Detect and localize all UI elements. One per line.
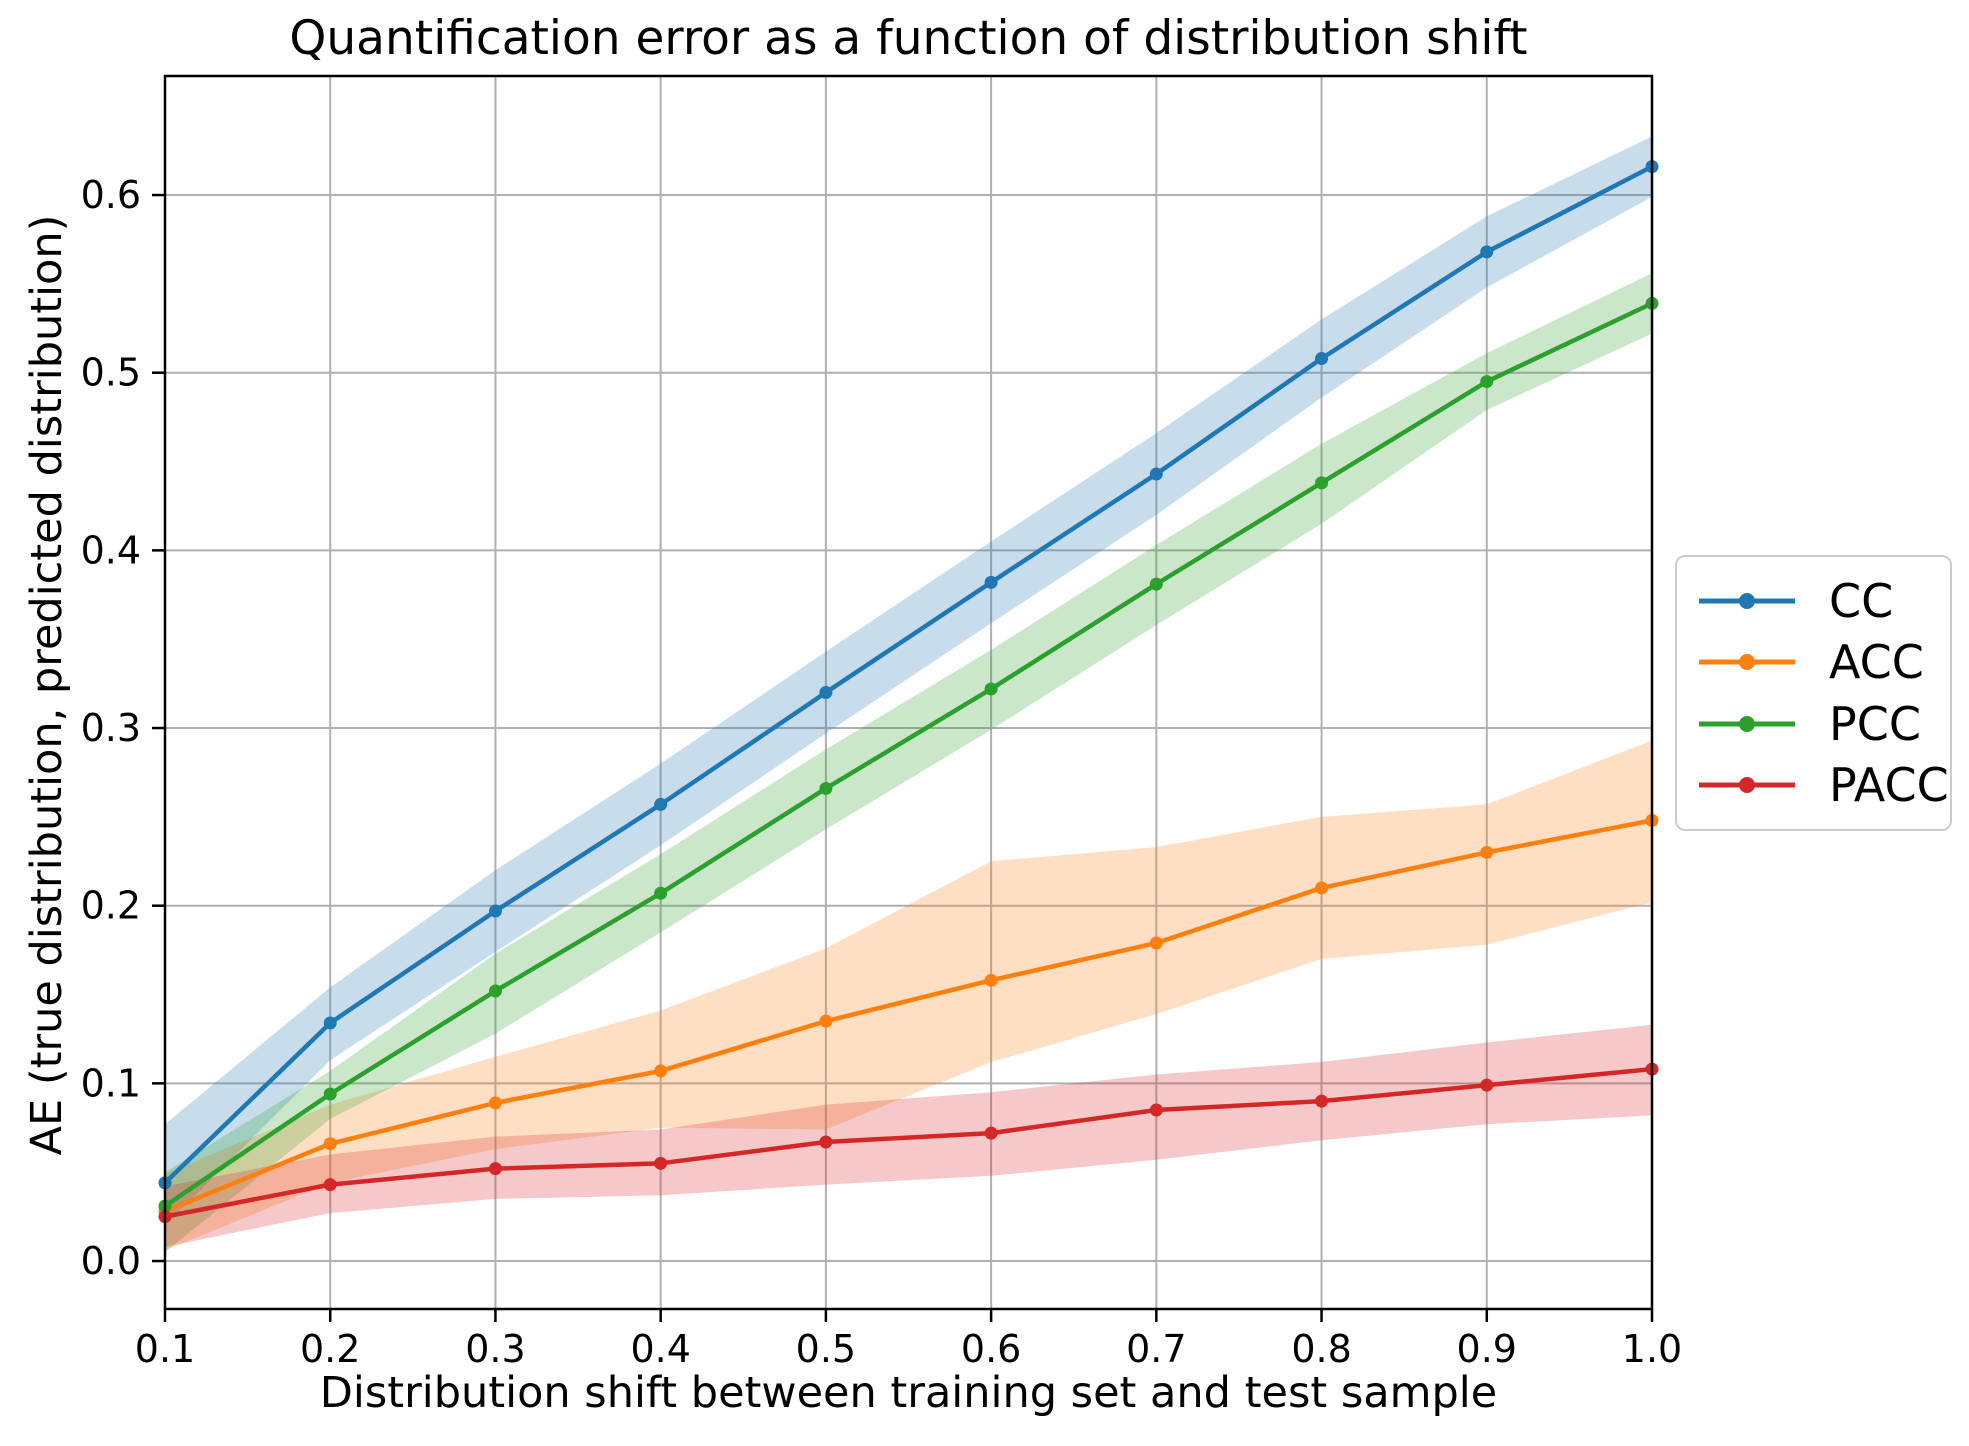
series-line-ACC: [162, 818, 1655, 1214]
plot-border: [163, 74, 1654, 1311]
x-tick-label: 0.6: [961, 1327, 1021, 1371]
chart-title: Quantification error as a function of di…: [289, 11, 1528, 66]
marker-PCC: [654, 886, 668, 900]
legend-line-sample-ACC: [1699, 654, 1795, 671]
y-tick-label: 0.6: [81, 173, 141, 217]
legend-box: CC ACC PCC PACC: [1675, 555, 1952, 831]
y-tick-label: 0.5: [81, 351, 141, 395]
legend-line-sample-PCC: [1699, 715, 1795, 732]
marker-PACC: [1480, 1078, 1494, 1092]
marker-CC: [488, 904, 502, 918]
marker-CC: [654, 797, 668, 811]
legend-entry-ACC: ACC: [1691, 639, 1950, 685]
legend-entry-PCC: PCC: [1691, 701, 1950, 747]
y-tick-label: 0.1: [81, 1061, 141, 1105]
y-tick-label: 0.3: [81, 706, 141, 750]
marker-PCC: [1480, 375, 1494, 389]
marker-PCC: [488, 984, 502, 998]
y-axis-label: AE (true distribution, predicted distrib…: [22, 214, 72, 1156]
confidence-band-PCC: [165, 273, 1652, 1253]
x-tick-label: 0.7: [1126, 1327, 1186, 1371]
marker-CC: [984, 575, 998, 589]
marker-ACC: [984, 973, 998, 987]
marker-PACC: [984, 1126, 998, 1140]
marker-CC: [323, 1016, 337, 1030]
legend-line-sample-CC: [1699, 593, 1795, 610]
series-line-PACC: [162, 1066, 1655, 1219]
x-tick-label: 0.9: [1457, 1327, 1517, 1371]
marker-ACC: [1149, 936, 1163, 950]
series-line-PCC: [162, 301, 1655, 1209]
marker-PACC: [323, 1178, 337, 1192]
confidence-band-ACC: [165, 740, 1652, 1251]
marker-PCC: [323, 1087, 337, 1101]
x-axis-label: Distribution shift between training set …: [319, 1368, 1498, 1418]
marker-CC: [1149, 467, 1163, 481]
y-tick-label: 0.2: [81, 884, 141, 928]
legend-label-CC: CC: [1829, 574, 1894, 629]
x-tick-label: 0.3: [465, 1327, 525, 1371]
x-tick-label: 0.1: [135, 1327, 195, 1371]
legend-entry-PACC: PACC: [1691, 762, 1950, 808]
marker-ACC: [1480, 845, 1494, 859]
marker-PACC: [1149, 1103, 1163, 1117]
marker-CC: [1315, 351, 1329, 365]
marker-CC: [1480, 245, 1494, 259]
marker-PCC: [984, 682, 998, 696]
x-tick-label: 0.8: [1291, 1327, 1351, 1371]
marker-PCC: [1315, 476, 1329, 490]
y-tick-label: 0.4: [81, 528, 141, 572]
legend-entry-CC: CC: [1691, 578, 1950, 624]
marker-ACC: [323, 1137, 337, 1151]
x-tick-label: 0.2: [300, 1327, 360, 1371]
marker-PCC: [1149, 577, 1163, 591]
legend-line-sample-PACC: [1699, 776, 1795, 793]
y-tick-label: 0.0: [81, 1239, 141, 1283]
marker-ACC: [819, 1014, 833, 1028]
legend-label-PACC: PACC: [1829, 757, 1949, 812]
marker-PCC: [819, 781, 833, 795]
marker-ACC: [488, 1096, 502, 1110]
legend-label-ACC: ACC: [1829, 635, 1924, 690]
confidence-band-CC: [165, 136, 1652, 1226]
marker-ACC: [1315, 881, 1329, 895]
marker-PACC: [1315, 1094, 1329, 1108]
x-tick-label: 1.0: [1622, 1327, 1682, 1371]
marker-CC: [819, 686, 833, 699]
x-tick-label: 0.4: [630, 1327, 690, 1371]
marker-ACC: [654, 1064, 668, 1078]
marker-PACC: [488, 1162, 502, 1176]
marker-PACC: [819, 1135, 833, 1149]
series-line-CC: [162, 164, 1655, 1186]
x-tick-label: 0.5: [796, 1327, 856, 1371]
marker-PACC: [654, 1156, 668, 1170]
legend-label-PCC: PCC: [1829, 696, 1921, 751]
